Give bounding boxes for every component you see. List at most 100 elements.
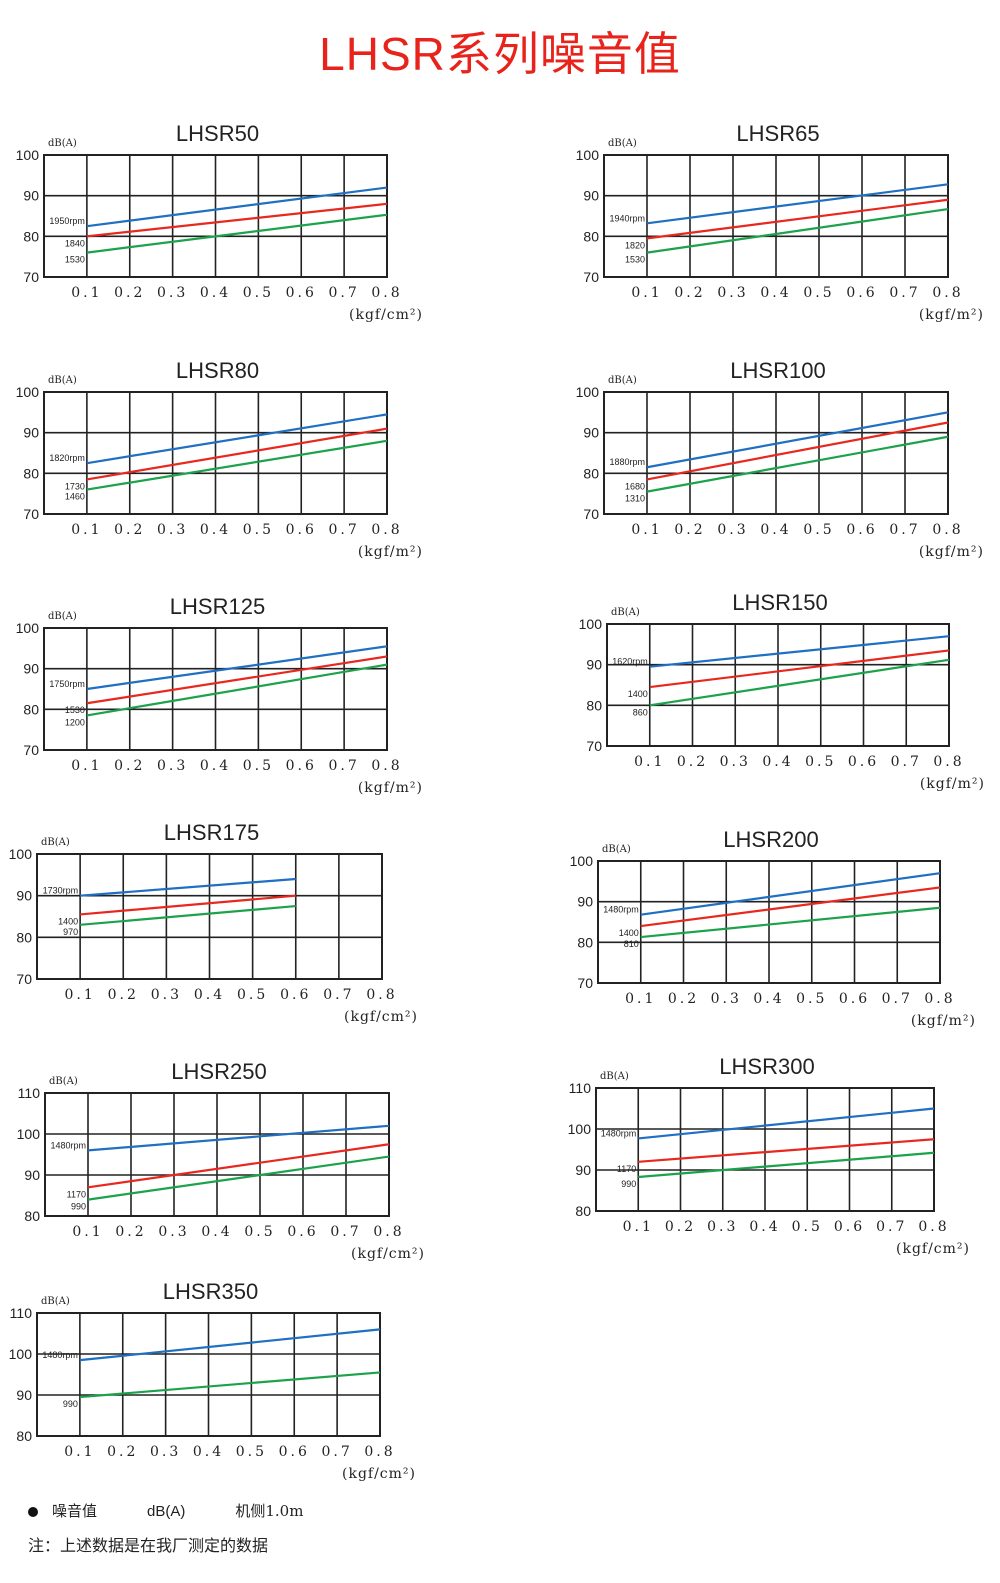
legend-row: 噪音值 dB(A) 机侧1.0m <box>28 1500 303 1521</box>
y-tick-label: 100 <box>579 616 603 632</box>
series-label: 1680 <box>625 481 645 491</box>
x-tick-label: 0.4 <box>749 1219 780 1235</box>
series-label: 1880rpm <box>609 457 645 467</box>
series-line-green <box>646 435 949 493</box>
series-label: 990 <box>63 1399 78 1409</box>
series-line-green <box>86 439 388 491</box>
series-label: 1620rpm <box>612 657 648 667</box>
series-line-red <box>86 655 388 705</box>
series-line-red <box>646 198 949 240</box>
y-tick-label: 90 <box>583 425 599 441</box>
series-line-red <box>86 427 388 481</box>
x-tick-label: 0.3 <box>707 1219 738 1235</box>
x-tick-label: 0.7 <box>328 758 359 774</box>
x-tick-label: 0.7 <box>328 522 359 538</box>
chart-title: LHSR125 <box>170 594 265 619</box>
chart-title: LHSR50 <box>176 121 259 146</box>
y-axis-label: dB(A) <box>602 844 631 855</box>
x-tick-label: 0.6 <box>286 758 317 774</box>
chart-lhsr125: LHSR125 dB(A) 70 80 90 100 0.1 0.2 0.3 0.4 0.5 0.6 0… <box>16 594 422 796</box>
x-tick-label: 0.5 <box>244 1224 275 1240</box>
x-tick-label: 0.8 <box>918 1219 949 1235</box>
y-tick-label: 90 <box>586 657 602 673</box>
x-tick-label: 0.4 <box>201 1224 232 1240</box>
y-tick-label: 80 <box>23 228 39 244</box>
chart-lhsr100: LHSR100 dB(A) 70 80 90 100 0.1 0.2 0.3 0.4 0.5 0.6 0… <box>576 358 984 560</box>
plot-frame <box>44 1092 390 1217</box>
y-tick-label: 90 <box>24 1167 40 1183</box>
x-axis-unit: (kgf/m²) <box>919 544 984 560</box>
legend-unit: dB(A) <box>147 1503 186 1520</box>
y-tick-label: 100 <box>9 846 33 862</box>
x-tick-label: 0.7 <box>882 991 913 1007</box>
series-label: 1480rpm <box>601 1128 637 1138</box>
y-tick-label: 90 <box>23 188 39 204</box>
series-line-green <box>87 1155 390 1201</box>
series-label: 1530 <box>625 255 645 265</box>
x-tick-label: 0.2 <box>674 522 705 538</box>
plot-frame <box>43 154 388 278</box>
x-tick-label: 0.4 <box>193 1444 224 1460</box>
x-tick-label: 0.2 <box>108 987 139 1003</box>
x-tick-label: 0.7 <box>323 987 354 1003</box>
x-axis-unit: (kgf/m²) <box>919 307 984 323</box>
series-line-blue <box>80 877 296 897</box>
y-tick-label: 70 <box>23 742 39 758</box>
y-tick-label: 90 <box>23 661 39 677</box>
series-label: 1530 <box>65 705 85 715</box>
series-line-red <box>646 421 949 481</box>
series-label: 860 <box>633 707 648 717</box>
series-label: 1950rpm <box>49 216 85 226</box>
series-label: 1530 <box>65 255 85 265</box>
x-tick-label: 0.2 <box>114 522 145 538</box>
series-line-red <box>80 894 296 916</box>
chart-lhsr200: LHSR200 dB(A) 70 80 90 100 0.1 0.2 0.3 0.4 0.5 0.6 0… <box>570 827 975 1029</box>
x-tick-label: 0.8 <box>933 754 964 770</box>
x-tick-label: 0.7 <box>328 285 359 301</box>
x-tick-label: 0.3 <box>711 991 742 1007</box>
series-line-green <box>79 1371 381 1399</box>
x-tick-label: 0.6 <box>839 991 870 1007</box>
chart-lhsr250: LHSR250 dB(A) 80 90 100 110 0.1 0.2 0.3 0.4 0.5 0.6… <box>17 1059 424 1262</box>
x-tick-label: 0.2 <box>107 1444 138 1460</box>
y-tick-label: 90 <box>583 188 599 204</box>
x-tick-label: 0.2 <box>674 285 705 301</box>
x-tick-label: 0.6 <box>846 285 877 301</box>
y-tick-label: 110 <box>10 1305 33 1321</box>
x-tick-label: 0.5 <box>236 1444 267 1460</box>
y-tick-label: 70 <box>23 506 39 522</box>
series-label: 1840 <box>65 238 85 248</box>
x-tick-label: 0.3 <box>720 754 751 770</box>
y-tick-label: 80 <box>24 1208 40 1224</box>
x-tick-label: 0.8 <box>371 758 402 774</box>
x-tick-label: 0.8 <box>366 987 397 1003</box>
y-axis-label: dB(A) <box>49 1076 78 1087</box>
x-tick-label: 0.3 <box>717 522 748 538</box>
y-tick-label: 70 <box>583 506 599 522</box>
series-label: 1460 <box>65 492 85 502</box>
x-tick-label: 0.4 <box>200 522 231 538</box>
series-line-blue <box>79 1328 381 1362</box>
x-tick-label: 0.1 <box>625 991 656 1007</box>
x-tick-label: 0.8 <box>932 285 963 301</box>
x-tick-label: 0.5 <box>237 987 268 1003</box>
series-label: 1400 <box>628 689 648 699</box>
plot-frame <box>606 623 950 747</box>
x-axis-unit: (kgf/cm²) <box>342 1466 416 1482</box>
series-line-red <box>86 202 388 238</box>
y-axis-label: dB(A) <box>608 138 637 149</box>
y-tick-label: 100 <box>16 384 40 400</box>
x-tick-label: 0.1 <box>64 1444 95 1460</box>
x-tick-label: 0.7 <box>321 1444 352 1460</box>
x-tick-label: 0.8 <box>924 991 955 1007</box>
series-label: 1400 <box>58 916 78 926</box>
x-tick-label: 0.5 <box>792 1219 823 1235</box>
y-tick-label: 80 <box>586 697 602 713</box>
x-tick-label: 0.3 <box>150 1444 181 1460</box>
series-line-blue <box>87 1124 390 1152</box>
plot-frame <box>36 853 383 980</box>
series-line-blue <box>86 186 388 228</box>
x-tick-label: 0.6 <box>287 1224 318 1240</box>
y-tick-label: 80 <box>583 228 599 244</box>
